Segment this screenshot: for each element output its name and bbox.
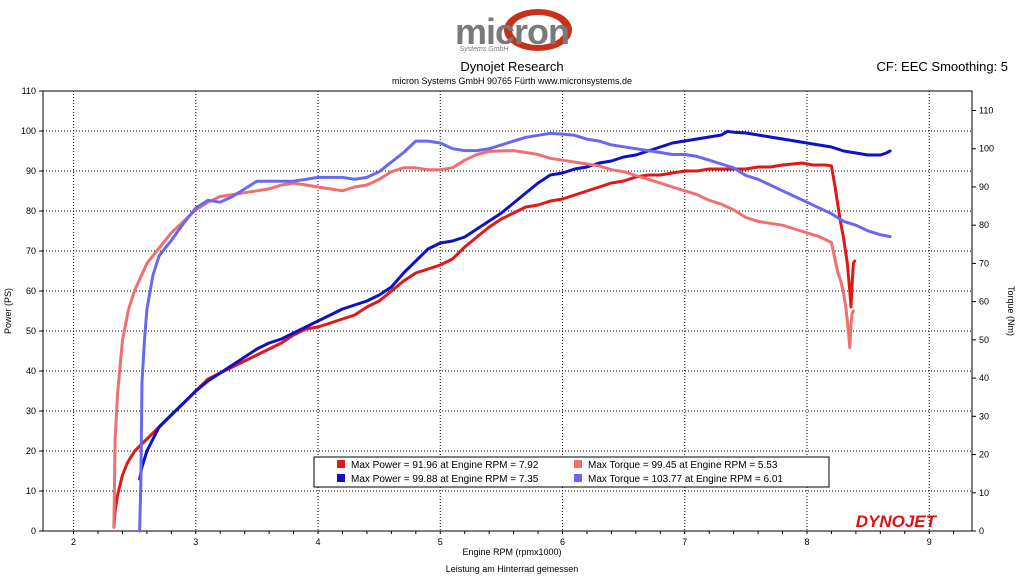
series-lines <box>112 129 892 533</box>
x-tick-label: 9 <box>927 537 932 547</box>
logo-subtext: Systems GmbH <box>459 46 509 53</box>
y2-axis-label: Torque (Nm) <box>1006 286 1016 336</box>
micron-logo: micron Systems GmbH <box>455 9 572 53</box>
legend-entry-torque-2: Max Torque = 103.77 at Engine RPM = 6.01 <box>588 474 783 485</box>
y2-tick-label: 70 <box>979 258 989 268</box>
axis-ticks: 2 3 4 5 6 7 8 901020304050607080901001100102030… <box>21 86 994 547</box>
y-tick-label: 90 <box>26 166 36 176</box>
legend-swatch-torque-1 <box>574 460 582 468</box>
series-line-4 <box>138 131 892 533</box>
x-tick-label: 4 <box>316 537 321 547</box>
x-tick-label: 2 <box>71 537 76 547</box>
logo-text: micron <box>455 11 569 52</box>
legend: Max Power = 91.96 at Engine RPM = 7.92 M… <box>313 456 830 488</box>
dynojet-watermark: DYNOJET <box>856 512 938 531</box>
y2-tick-label: 30 <box>979 411 989 421</box>
y2-tick-label: 80 <box>979 220 989 230</box>
y-tick-label: 40 <box>26 366 36 376</box>
y2-tick-label: 90 <box>979 182 989 192</box>
y-tick-label: 70 <box>26 246 36 256</box>
y2-tick-label: 20 <box>979 450 989 460</box>
y2-tick-label: 0 <box>979 526 984 536</box>
legend-swatch-torque-2 <box>574 474 582 482</box>
y2-tick-label: 60 <box>979 297 989 307</box>
legend-swatch-power-2 <box>337 474 345 482</box>
x-tick-label: 5 <box>438 537 443 547</box>
y-axis-label: Power (PS) <box>3 288 13 334</box>
legend-entry-torque-1: Max Torque = 99.45 at Engine RPM = 5.53 <box>588 460 778 471</box>
y-tick-label: 110 <box>22 86 36 96</box>
x-tick-label: 8 <box>804 537 809 547</box>
chart-subtitle: micron Systems GmbH 90765 Fürth www.micr… <box>392 76 632 86</box>
footer-note: Leistung am Hinterrad gemessen <box>446 564 579 574</box>
legend-swatch-power-1 <box>337 460 345 468</box>
y2-tick-label: 110 <box>979 105 993 115</box>
x-tick-label: 3 <box>193 537 198 547</box>
legend-entry-power-2: Max Power = 99.88 at Engine RPM = 7.35 <box>351 474 539 485</box>
y-tick-label: 50 <box>26 326 36 336</box>
y-tick-label: 60 <box>26 286 36 296</box>
y-tick-label: 30 <box>26 406 36 416</box>
y2-tick-label: 10 <box>979 488 989 498</box>
legend-entry-power-1: Max Power = 91.96 at Engine RPM = 7.92 <box>351 460 539 471</box>
y-tick-label: 20 <box>26 446 36 456</box>
cf-smoothing-label: CF: EEC Smoothing: 5 <box>877 59 1009 74</box>
x-axis-label: Engine RPM (rpmx1000) <box>462 547 561 557</box>
y2-tick-label: 40 <box>979 373 989 383</box>
chart-title: Dynojet Research <box>460 59 563 74</box>
x-tick-label: 6 <box>560 537 565 547</box>
legend-box <box>313 456 830 488</box>
series-line-2 <box>138 129 892 481</box>
y-tick-label: 80 <box>26 206 36 216</box>
y2-tick-label: 100 <box>979 144 994 154</box>
series-line-3 <box>112 149 855 529</box>
x-tick-label: 7 <box>682 537 687 547</box>
y2-tick-label: 50 <box>979 335 989 345</box>
y-tick-label: 100 <box>21 126 36 136</box>
y-tick-label: 10 <box>26 486 36 496</box>
y-tick-label: 0 <box>31 526 36 536</box>
